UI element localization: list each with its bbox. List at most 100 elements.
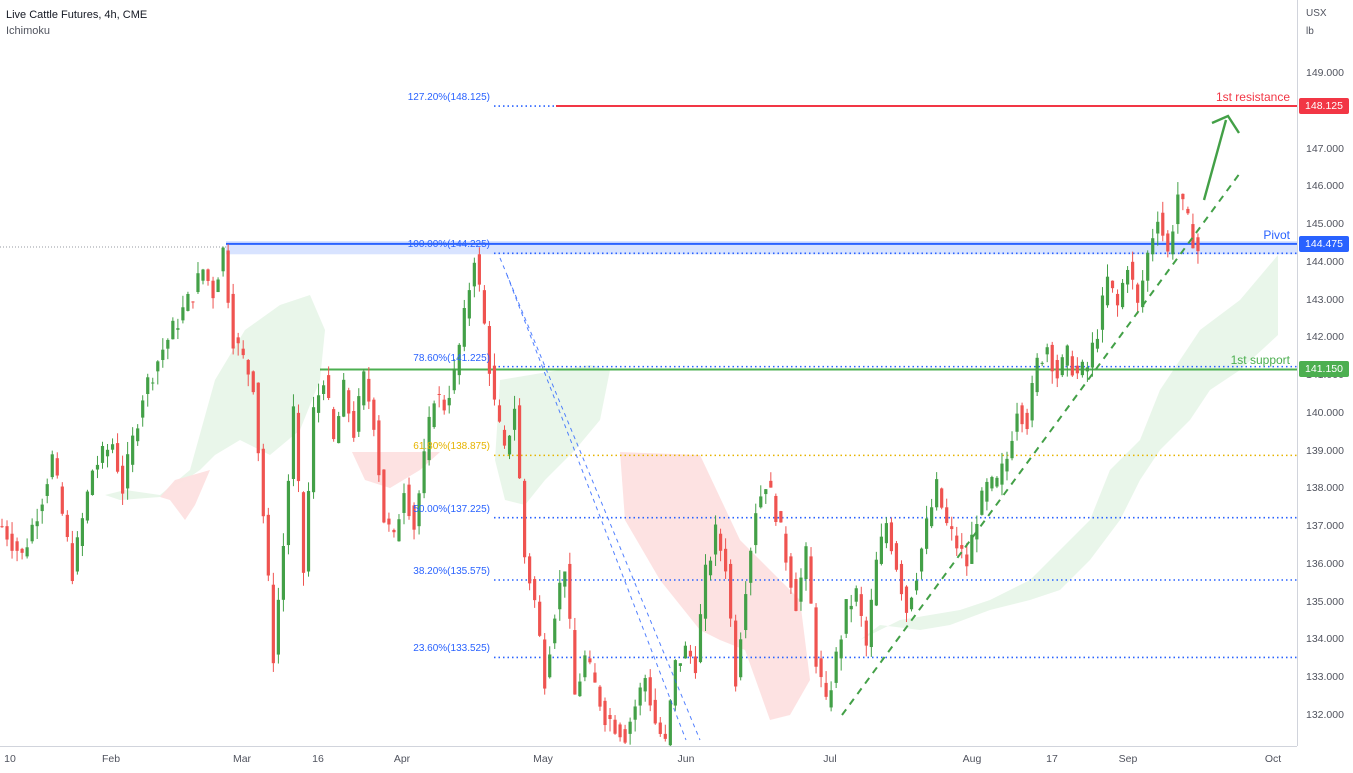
candle: [382, 469, 386, 523]
candle: [1075, 365, 1079, 374]
time-tick: Feb: [101, 753, 121, 765]
candle: [357, 396, 361, 432]
candle: [35, 521, 39, 527]
candle: [538, 601, 542, 636]
candle: [899, 563, 904, 595]
candle: [834, 651, 838, 683]
candle: [447, 397, 451, 406]
candle: [914, 580, 919, 591]
candle: [477, 254, 481, 285]
price-tick: 134.000: [1306, 633, 1344, 646]
candle: [50, 454, 54, 478]
candle: [1166, 233, 1170, 252]
candle: [121, 465, 125, 494]
candle: [286, 480, 291, 546]
candle: [186, 293, 190, 311]
price-chart[interactable]: [0, 0, 1297, 746]
ichimoku-cloud-bearish: [160, 470, 210, 520]
candle: [839, 639, 843, 659]
candle: [945, 507, 949, 524]
candle: [859, 594, 863, 616]
candle: [583, 655, 587, 678]
candle: [432, 403, 436, 428]
price-axis[interactable]: USX lb 132.000 133.000 134.000 135.000 136.0…: [1297, 0, 1353, 746]
candle: [462, 308, 466, 347]
candle: [814, 607, 818, 667]
price-tick: 135.000: [1306, 595, 1344, 608]
candle: [216, 279, 220, 293]
candle: [558, 582, 562, 610]
candle: [638, 687, 642, 706]
candle: [1105, 276, 1110, 306]
candle: [387, 518, 391, 525]
candle: [1070, 356, 1074, 376]
candle: [1110, 280, 1115, 289]
price-tick: 142.000: [1306, 331, 1344, 344]
ichimoku-cloud-bearish: [620, 452, 810, 720]
candle: [1120, 282, 1125, 308]
ichimoku-cloud-bearish: [352, 452, 440, 488]
candle: [729, 563, 733, 619]
candle: [703, 564, 708, 619]
candle: [784, 533, 788, 563]
candle: [754, 513, 758, 546]
fib-label: 100.00%(144.225): [407, 239, 490, 251]
candle: [970, 534, 974, 564]
price-tick: 140.000: [1306, 406, 1344, 419]
candle: [698, 614, 703, 663]
candle: [990, 477, 994, 489]
price-tick: 149.000: [1306, 67, 1344, 79]
candle: [1090, 342, 1095, 368]
candle: [226, 250, 230, 303]
candle: [708, 560, 713, 576]
candle: [45, 484, 49, 496]
candle: [1095, 338, 1100, 349]
candle: [407, 484, 411, 517]
candle: [301, 492, 306, 573]
candle: [889, 522, 894, 552]
candle: [744, 594, 748, 631]
candle: [306, 490, 311, 572]
candle: [241, 348, 245, 356]
candle: [1126, 269, 1130, 285]
candle: [10, 533, 14, 551]
candle: [673, 660, 677, 706]
candle: [804, 546, 808, 580]
candle: [1065, 345, 1069, 366]
fib-label: 127.20%(148.125): [407, 92, 490, 104]
candle: [492, 365, 497, 400]
candle: [734, 620, 738, 687]
candle: [1141, 280, 1145, 308]
chart-area[interactable]: Live Cattle Futures, 4h, CME Ichimoku 12…: [0, 0, 1297, 746]
ichimoku-cloud-bullish: [860, 255, 1278, 640]
time-tick: 10: [4, 753, 16, 765]
candle: [402, 493, 406, 513]
candle: [15, 541, 19, 551]
candle: [236, 337, 240, 344]
candle: [85, 491, 90, 521]
candle: [221, 247, 225, 272]
candle: [427, 416, 431, 461]
price-tick: 137.000: [1306, 520, 1344, 533]
projection-arrow: [1202, 119, 1228, 201]
candle: [246, 360, 250, 375]
time-tick: Jul: [823, 753, 837, 765]
candle: [1045, 347, 1049, 355]
candle: [523, 480, 527, 558]
candle: [678, 663, 682, 666]
candle: [925, 518, 929, 549]
candle: [457, 344, 461, 376]
downtrend-channel-line: [499, 257, 701, 741]
time-axis[interactable]: 10 Feb Mar 16 Apr May Jun Jul Aug 17 Sep Oct: [0, 746, 1297, 773]
candle: [683, 645, 687, 659]
candle: [65, 514, 69, 537]
candle: [573, 630, 577, 695]
candle: [80, 518, 84, 547]
candle: [568, 563, 572, 619]
candle: [110, 444, 115, 450]
candle: [487, 326, 492, 374]
candle: [935, 479, 939, 508]
candle: [819, 658, 823, 678]
price-tick: 143.000: [1306, 293, 1344, 306]
time-tick: 16: [312, 753, 324, 765]
